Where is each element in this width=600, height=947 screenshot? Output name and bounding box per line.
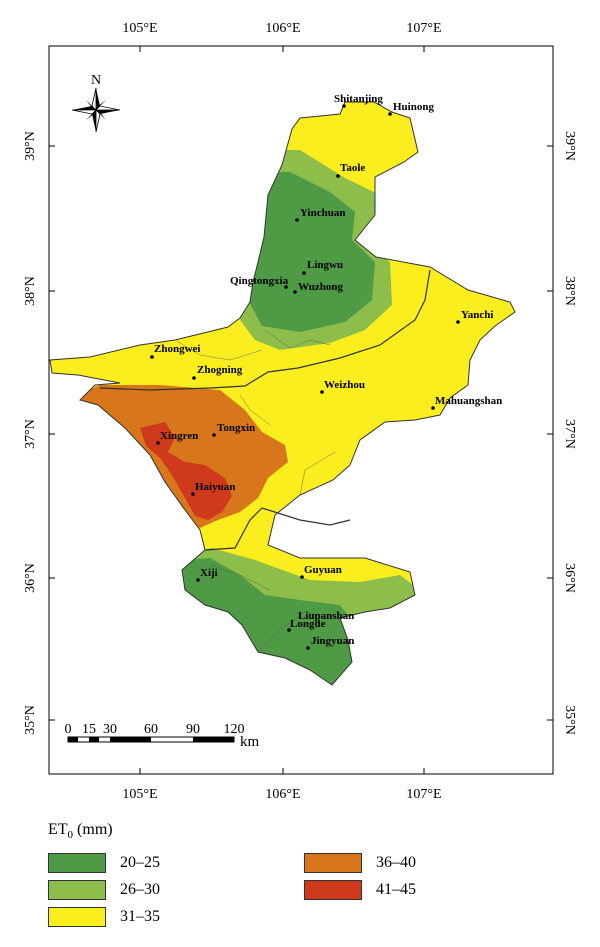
lat-ticks-left: 39°N 38°N 37°N 36°N 35°N: [23, 131, 38, 735]
lat-tick: 38°N: [23, 276, 38, 306]
city-label: Tongxin: [217, 422, 255, 434]
city-label: Qingtongxia: [230, 275, 289, 287]
lat-ticks-right: 39°N 38°N 37°N 36°N 35°N: [562, 131, 577, 735]
legend-title-sub: 0: [67, 829, 74, 842]
city-label: Haiyuan: [195, 481, 235, 493]
city-label: Weizhou: [324, 379, 365, 391]
city-label: Jingyuan: [311, 635, 354, 647]
zone-36-40: [70, 385, 288, 528]
city-label: Huinong: [393, 101, 434, 113]
legend-swatch: [48, 853, 106, 873]
legend-label: 41–45: [376, 881, 416, 898]
city-label: Xiji: [200, 567, 218, 579]
frame-ticks: [49, 46, 553, 774]
city-label: Yanchi: [461, 309, 493, 321]
lon-tick-top: 106°E: [265, 21, 300, 36]
city-label: Taole: [340, 162, 365, 174]
north-label: N: [91, 73, 101, 88]
city-label: Yinchuan: [300, 207, 345, 219]
city-labels: Shitanjing Huinong Taole Yinchuan Lingwu…: [154, 93, 502, 647]
city-label: Mahuangshan: [435, 395, 502, 407]
legend-title-unit: (mm): [73, 821, 113, 838]
lon-tick-top: 105°E: [122, 21, 157, 36]
scale-bar: 0 15 30 60 90 120 km: [65, 722, 260, 750]
scale-tick-label: 0: [65, 722, 72, 737]
scale-tick-label: 90: [186, 722, 200, 737]
legend-item: 20–25: [48, 853, 160, 873]
city-label: Guyuan: [304, 564, 342, 576]
legend-label: 20–25: [120, 854, 160, 871]
lat-tick: 38°N: [562, 276, 577, 306]
lat-tick: 39°N: [23, 131, 38, 161]
lat-tick: 36°N: [562, 563, 577, 593]
lat-tick: 37°N: [562, 419, 577, 449]
lon-tick-bottom: 106°E: [265, 787, 300, 802]
lat-tick: 39°N: [562, 131, 577, 161]
zone-20-25: [176, 558, 358, 685]
city-label: Lingwu: [307, 259, 343, 271]
city-label: Zhongwei: [154, 343, 200, 355]
internal-boundaries: [99, 269, 431, 551]
legend-title-main: ET: [48, 821, 68, 838]
scale-tick-label: 120: [224, 722, 245, 737]
legend-swatch: [304, 880, 362, 900]
zone-20-25: [248, 172, 375, 332]
legend-label: 26–30: [120, 881, 160, 898]
city-markers: [150, 104, 460, 650]
lon-tick-top: 107°E: [406, 21, 441, 36]
lon-tick-bottom: 107°E: [406, 787, 441, 802]
legend-item: 31–35: [48, 907, 160, 927]
legend-label: 36–40: [376, 854, 416, 871]
legend-label: 31–35: [120, 908, 160, 925]
scale-tick-label: 30: [103, 722, 117, 737]
city-label: Xingren: [160, 430, 198, 442]
lat-tick: 35°N: [23, 705, 38, 735]
legend-swatch: [304, 853, 362, 873]
legend-swatch: [48, 880, 106, 900]
city-label: Wuzhong: [298, 281, 344, 293]
city-label: Liupanshan: [298, 610, 354, 622]
county-boundaries: [174, 329, 336, 653]
scale-tick-label: 60: [144, 722, 158, 737]
legend-item: 26–30: [48, 880, 160, 900]
scale-unit: km: [240, 734, 260, 750]
region-outline: [49, 101, 516, 686]
lon-tick-bottom: 105°E: [122, 787, 157, 802]
lat-tick: 37°N: [23, 419, 38, 449]
legend-title: ET0 (mm): [48, 821, 113, 841]
city-label: Longde: [290, 618, 326, 630]
scale-tick-label: 15: [82, 722, 96, 737]
city-label: Shitanjing: [334, 93, 383, 105]
legend-item: 36–40: [304, 853, 416, 873]
lat-tick: 36°N: [23, 563, 38, 593]
north-arrow-icon: N: [71, 73, 121, 133]
legend-swatch: [48, 907, 106, 927]
legend-item: 41–45: [304, 880, 416, 900]
lat-tick: 35°N: [562, 705, 577, 735]
city-label: Zhogning: [197, 364, 243, 376]
zone-41-45: [140, 422, 232, 520]
